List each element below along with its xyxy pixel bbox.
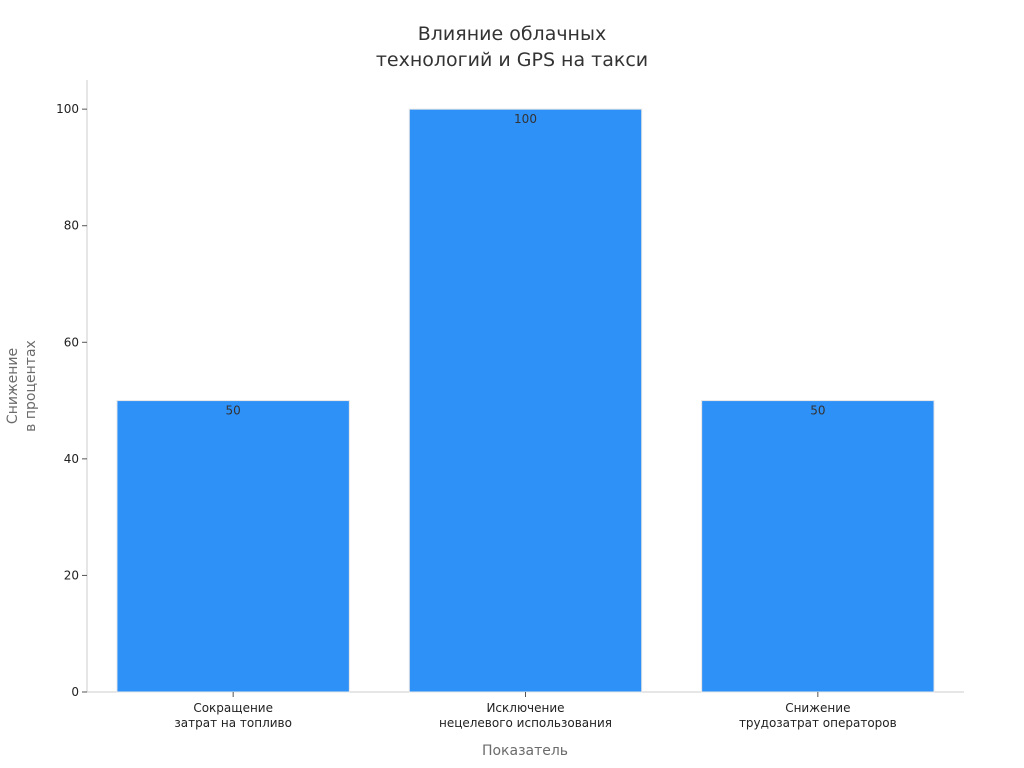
bar [116, 400, 350, 693]
bar [408, 108, 643, 693]
y-axis-title-line-1: Снижение [5, 348, 21, 424]
x-tick-label: Сокращение [193, 701, 273, 715]
x-axis-title: Показатель [482, 743, 568, 759]
y-tick-label: 40 [64, 452, 79, 466]
chart-title-line-2: технологий и GPS на такси [376, 49, 648, 71]
y-tick-label: 100 [56, 102, 79, 116]
chart-title-line-1: Влияние облачных [418, 23, 606, 45]
x-tick-label: Снижение [785, 701, 850, 715]
bar-data-label: 50 [226, 404, 241, 418]
x-tick-label: нецелевого использования [439, 716, 612, 730]
y-axis-title-line-2: в процентах [23, 340, 39, 432]
y-tick-label: 80 [64, 219, 79, 233]
y-tick-label: 20 [64, 568, 79, 582]
x-tick-label: затрат на топливо [174, 716, 292, 730]
bar [701, 400, 935, 693]
bar-data-label: 50 [810, 404, 825, 418]
x-tick-label: Исключение [486, 701, 564, 715]
y-tick-label: 60 [64, 335, 79, 349]
y-tick-label: 0 [71, 685, 79, 699]
x-tick-label: трудозатрат операторов [739, 716, 897, 730]
bar-data-label: 100 [514, 112, 537, 126]
